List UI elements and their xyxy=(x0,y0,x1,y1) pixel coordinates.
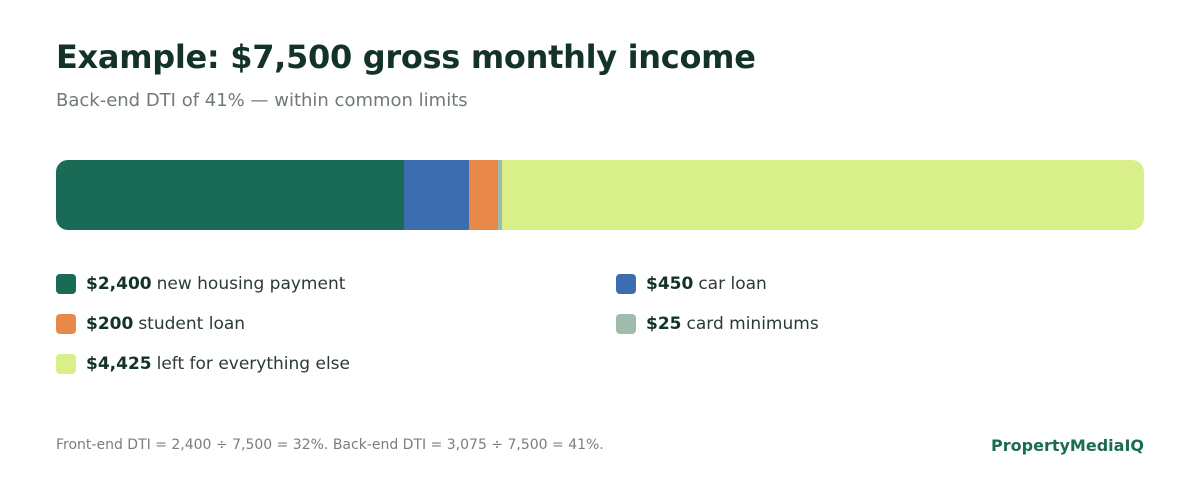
bar-segment-3 xyxy=(498,160,503,230)
legend-amount: $25 xyxy=(646,314,682,334)
brand-logo-text: PropertyMediaIQ xyxy=(991,436,1144,455)
legend-amount: $4,425 xyxy=(86,354,152,374)
legend-label: student loan xyxy=(138,314,246,334)
legend-label: left for everything else xyxy=(156,354,350,374)
bar-segment-0 xyxy=(56,160,405,230)
legend-label: new housing payment xyxy=(156,274,346,294)
legend-swatch xyxy=(616,314,636,334)
legend-swatch xyxy=(56,354,76,374)
legend-item: $200 student loan xyxy=(56,310,245,338)
chart-title: Example: $7,500 gross monthly income xyxy=(56,38,756,76)
legend-amount: $2,400 xyxy=(86,274,152,294)
legend-item: $25 card minimums xyxy=(616,310,819,338)
legend-amount: $200 xyxy=(86,314,134,334)
bar-segment-2 xyxy=(469,160,499,230)
legend-item: $2,400 new housing payment xyxy=(56,270,345,298)
chart-subtitle: Back-end DTI of 41% — within common limi… xyxy=(56,90,468,111)
legend-item: $450 car loan xyxy=(616,270,767,298)
stacked-bar xyxy=(56,160,1144,230)
legend-swatch xyxy=(56,314,76,334)
legend-item: $4,425 left for everything else xyxy=(56,350,350,378)
bar-segment-4 xyxy=(502,160,1144,230)
footnote: Front-end DTI = 2,400 ÷ 7,500 = 32%. Bac… xyxy=(56,437,604,453)
legend-amount: $450 xyxy=(646,274,694,294)
bar-segment-1 xyxy=(404,160,470,230)
legend-label: card minimums xyxy=(686,314,819,334)
legend-label: car loan xyxy=(698,274,767,294)
legend-swatch xyxy=(56,274,76,294)
legend-swatch xyxy=(616,274,636,294)
